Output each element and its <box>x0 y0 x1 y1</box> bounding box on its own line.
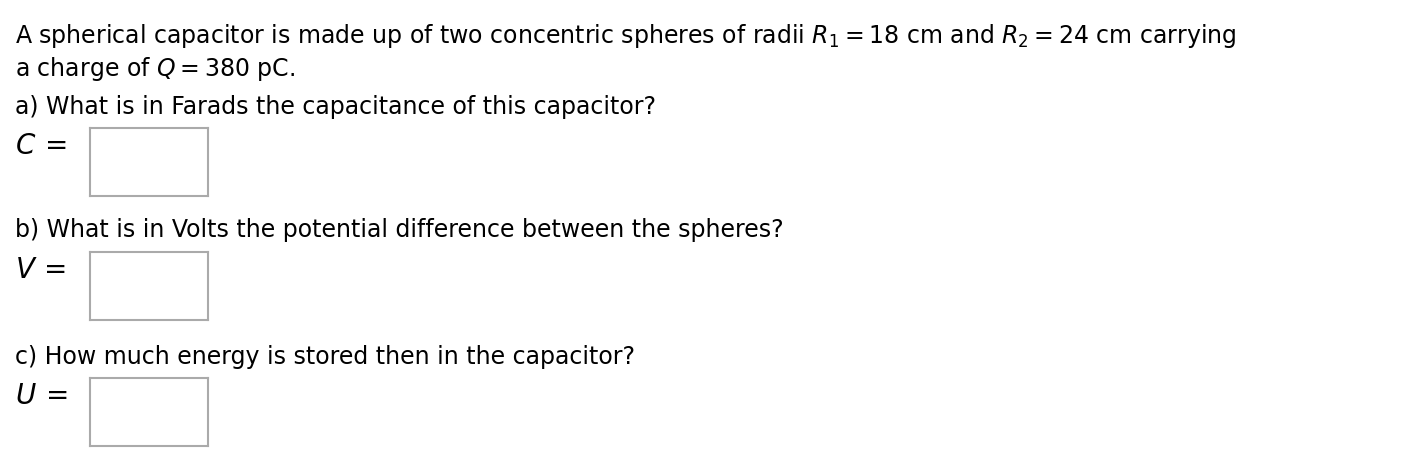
Text: $C\,=$: $C\,=$ <box>16 132 66 160</box>
Text: a charge of $Q = 380$ pC.: a charge of $Q = 380$ pC. <box>16 55 295 83</box>
Text: $V\,=$: $V\,=$ <box>16 256 66 284</box>
Text: A spherical capacitor is made up of two concentric spheres of radii $R_1 = 18$ c: A spherical capacitor is made up of two … <box>16 22 1236 50</box>
Text: $U\,=$: $U\,=$ <box>16 382 68 410</box>
Text: a) What is in Farads the capacitance of this capacitor?: a) What is in Farads the capacitance of … <box>16 95 656 119</box>
Text: b) What is in Volts the potential difference between the spheres?: b) What is in Volts the potential differ… <box>16 218 783 242</box>
Text: c) How much energy is stored then in the capacitor?: c) How much energy is stored then in the… <box>16 345 635 369</box>
